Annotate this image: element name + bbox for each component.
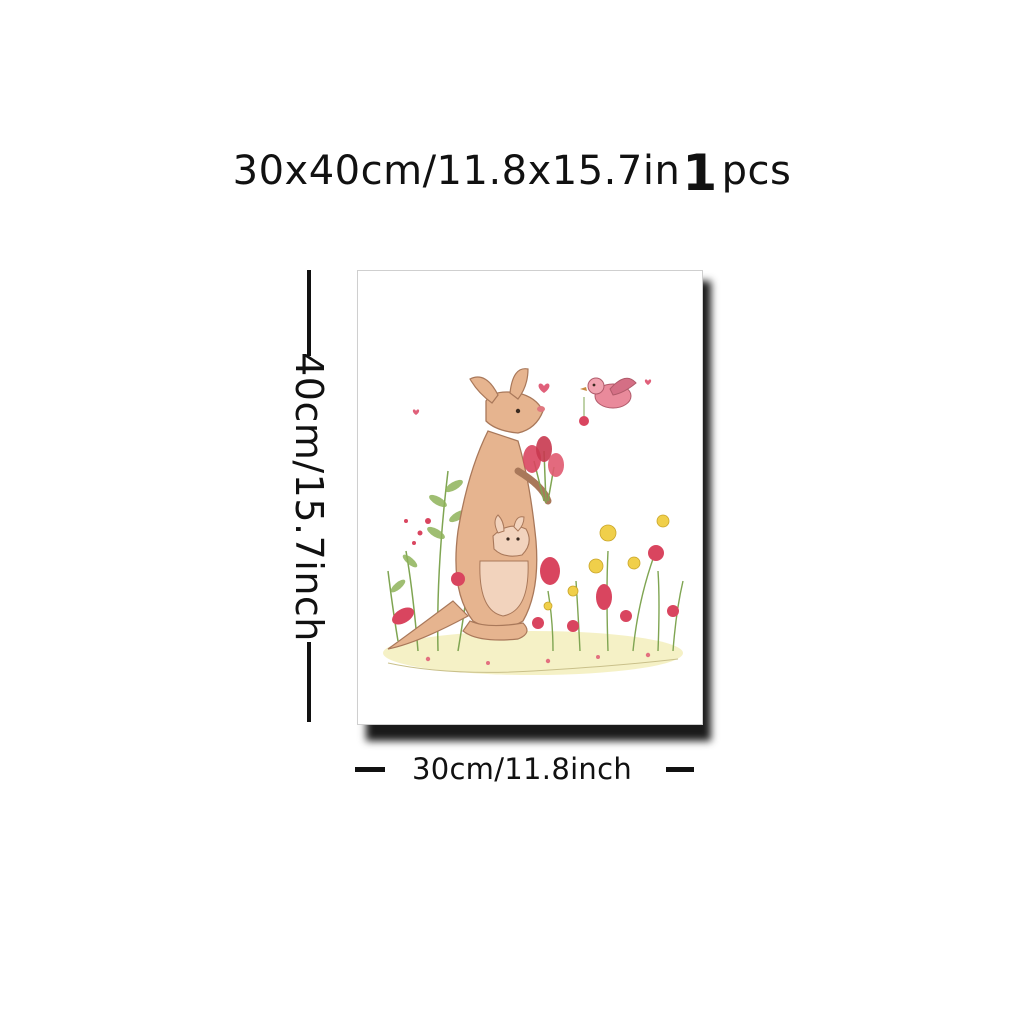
ground-line bbox=[387, 658, 679, 673]
bird bbox=[579, 377, 637, 426]
height-dimension-line-bottom bbox=[307, 642, 311, 722]
kangaroo-arm bbox=[514, 467, 552, 505]
kangaroo-tail bbox=[387, 600, 469, 650]
height-dimension-line-top bbox=[307, 270, 311, 356]
yellow-flowers bbox=[543, 514, 670, 611]
canvas-print bbox=[357, 270, 703, 725]
quantity-unit: pcs bbox=[721, 148, 792, 194]
ground-dots bbox=[425, 652, 651, 665]
kangaroo-pouch bbox=[479, 560, 529, 617]
kangaroo-eye bbox=[515, 408, 521, 414]
size-text: 30x40cm/11.8x15.7in bbox=[232, 148, 681, 194]
height-label-text: 40cm/15.7inch bbox=[287, 352, 331, 642]
kangaroo-ear-left bbox=[469, 376, 499, 404]
bouquet bbox=[523, 436, 564, 504]
kangaroo-illustration bbox=[383, 368, 684, 675]
product-size-headline: 30x40cm/11.8x15.7in1 pcs bbox=[0, 138, 1024, 202]
kangaroo-nose bbox=[537, 406, 545, 412]
width-dimension-label: 30cm/11.8inch bbox=[411, 752, 633, 786]
joey bbox=[492, 514, 530, 557]
ground-wash bbox=[383, 631, 683, 675]
hearts bbox=[412, 379, 652, 415]
kangaroo-feet bbox=[462, 620, 528, 641]
width-dimension-line-left bbox=[355, 767, 385, 772]
width-dimension-line-right bbox=[666, 767, 694, 772]
left-leaves bbox=[390, 479, 481, 593]
left-berries bbox=[404, 490, 471, 545]
quantity-number: 1 bbox=[682, 144, 718, 202]
kangaroo-ear-right bbox=[509, 368, 529, 400]
red-flowers bbox=[392, 545, 679, 632]
